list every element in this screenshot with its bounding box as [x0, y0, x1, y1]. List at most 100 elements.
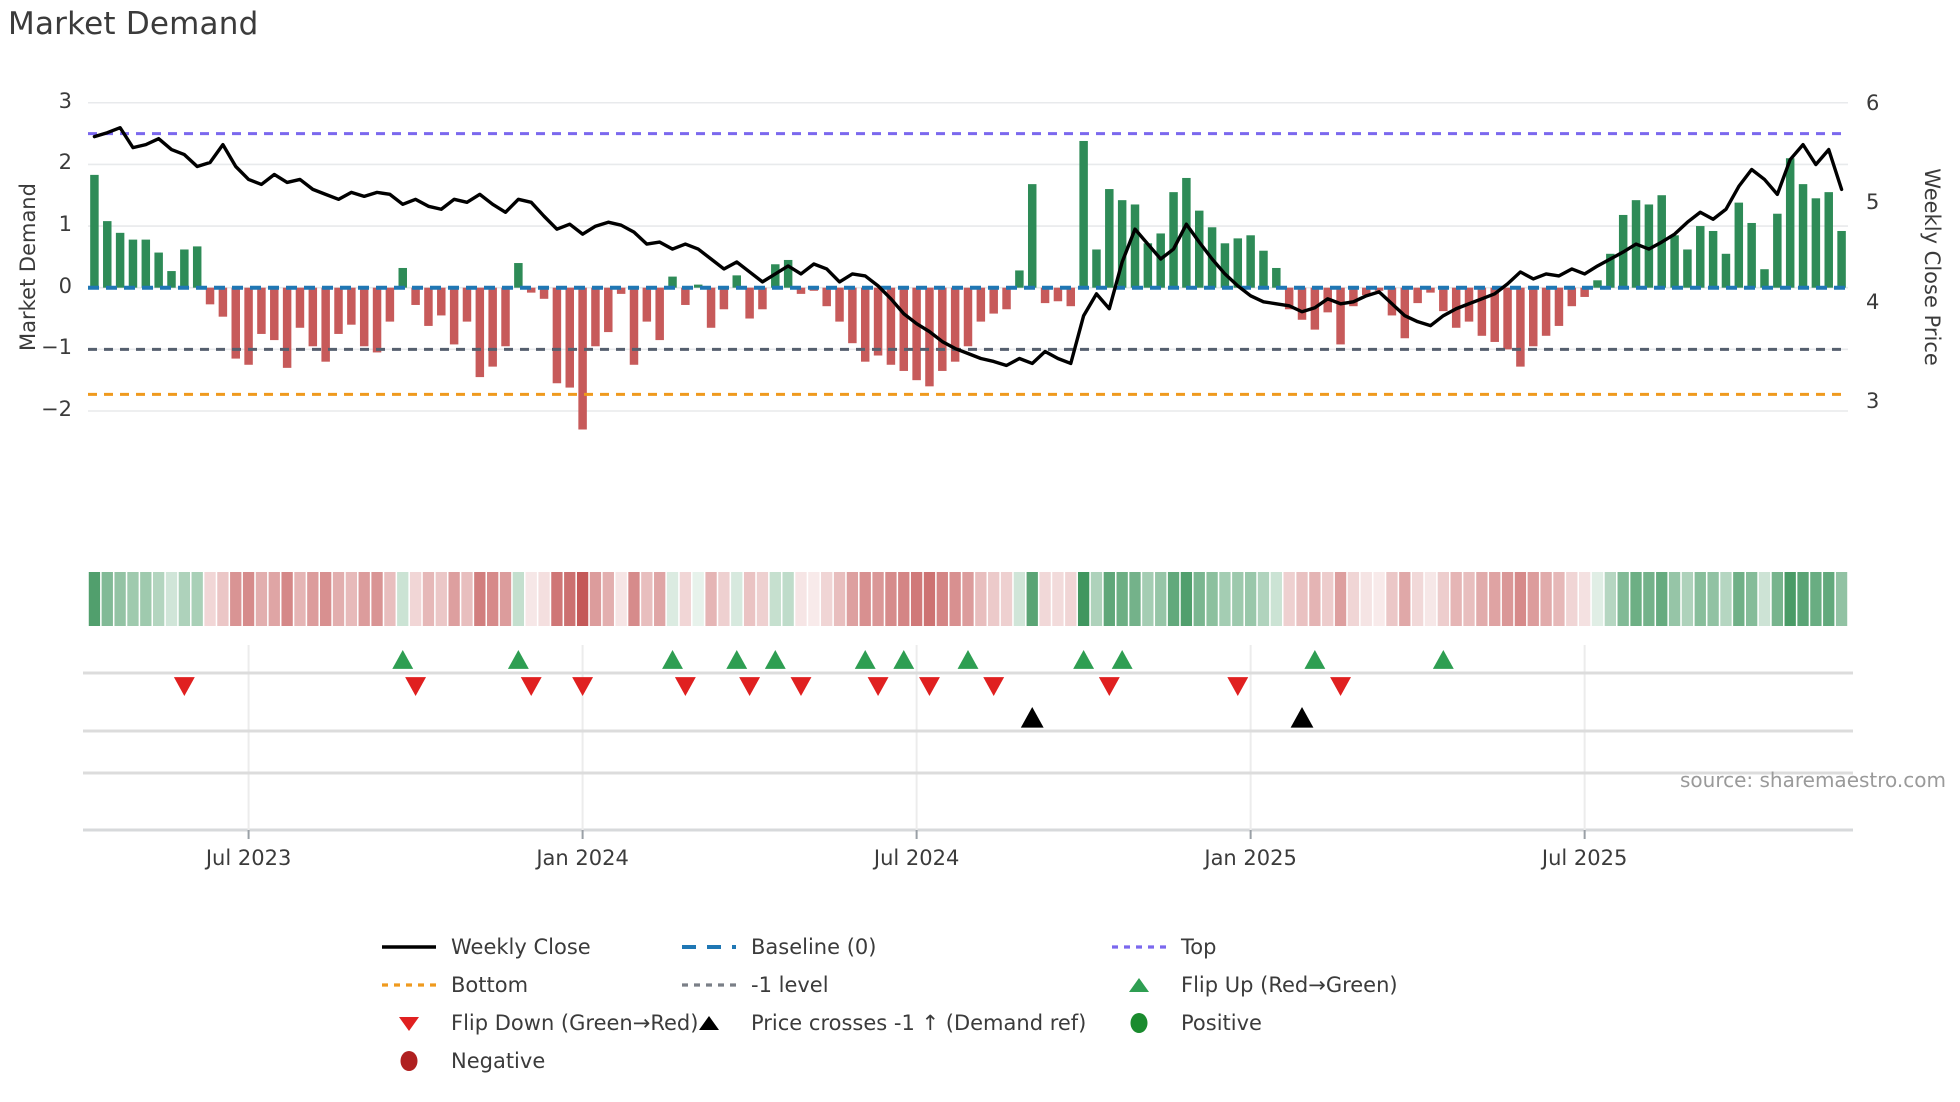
legend-item[interactable]: Positive: [1110, 1011, 1440, 1035]
strip-cell: [191, 572, 203, 626]
demand-bar: [1349, 287, 1358, 307]
demand-bar: [989, 287, 998, 314]
demand-bar: [848, 287, 857, 344]
demand-bar: [244, 287, 253, 365]
strip-cell: [294, 572, 306, 626]
demand-bar: [1516, 287, 1525, 367]
demand-bar: [1040, 287, 1050, 304]
legend-item[interactable]: -1 level: [680, 973, 1110, 997]
strip-cell: [628, 572, 640, 626]
flip-down-marker: [919, 677, 940, 696]
demand-bar: [1798, 184, 1808, 288]
y-tick-left: 1: [58, 212, 72, 237]
demand-bar: [629, 287, 639, 365]
strip-cell: [808, 572, 820, 626]
gridlines: [88, 101, 1848, 412]
strip-cell: [1694, 572, 1706, 626]
flip-up-marker: [764, 650, 786, 669]
strip-cell: [255, 572, 268, 626]
strip-cell: [859, 572, 871, 626]
strip-cell: [1463, 572, 1475, 626]
strip-cell: [885, 572, 897, 626]
strip-cell: [1142, 572, 1154, 626]
strip-cell: [204, 572, 216, 626]
demand-bar: [886, 287, 896, 365]
demand-bar: [1297, 287, 1307, 320]
strip-cell: [114, 572, 126, 626]
demand-bar: [1580, 287, 1589, 297]
demand-bar: [257, 287, 266, 334]
demand-bar: [1272, 267, 1281, 288]
demand-bar: [860, 287, 870, 362]
strip-cell: [872, 572, 884, 626]
strip-cell: [1090, 572, 1103, 626]
dotted-line-icon: [1110, 936, 1168, 958]
demand-bar: [899, 287, 909, 371]
strip-cell: [165, 572, 178, 626]
strip-cell: [1540, 572, 1552, 626]
strip-cell: [474, 572, 486, 626]
strip-cell: [769, 572, 781, 626]
legend-item[interactable]: Weekly Close: [380, 935, 680, 959]
market-demand-chart: [83, 101, 1853, 839]
strip-cell: [821, 572, 833, 626]
legend-item[interactable]: Price crosses -1 ↑ (Demand ref): [680, 1011, 1110, 1035]
strip-cell: [551, 572, 563, 626]
demand-bar: [732, 275, 741, 288]
weekly-close-line: [92, 126, 1844, 368]
strip-cell: [1347, 572, 1360, 626]
strip-cell: [525, 572, 537, 626]
strip-cell: [1193, 572, 1205, 626]
demand-bar: [976, 287, 986, 322]
legend-item[interactable]: Bottom: [380, 973, 680, 997]
demand-bar: [835, 287, 844, 322]
demand-bar: [796, 287, 806, 294]
strip-cell: [140, 572, 152, 626]
chart-legend: Weekly Close Baseline (0) Top Bottom -1 leve…: [380, 928, 1680, 1080]
strip-cell: [1399, 572, 1411, 626]
demand-bar: [1824, 192, 1833, 288]
strip-cell: [731, 572, 743, 626]
strip-cell: [782, 572, 794, 626]
x-tick-label: Jan 2025: [1204, 846, 1297, 870]
legend-item[interactable]: Flip Up (Red→Green): [1110, 973, 1440, 997]
flip-up-marker: [957, 650, 979, 669]
strip-cell: [1270, 572, 1282, 626]
flip-up-marker: [1304, 650, 1326, 669]
flip-down-marker: [867, 677, 889, 696]
flip-down-marker: [173, 677, 195, 696]
demand-bar: [1169, 192, 1178, 288]
demand-bar: [1811, 198, 1821, 288]
y-tick-left: 2: [58, 150, 72, 175]
demand-bar: [1760, 269, 1769, 288]
x-tick-label: Jul 2025: [1541, 846, 1628, 870]
markers: [173, 650, 1454, 728]
legend-item[interactable]: Baseline (0): [680, 935, 1110, 959]
legend-item[interactable]: Flip Down (Green→Red): [380, 1011, 698, 1035]
demand-bar: [321, 287, 330, 362]
legend-label: Positive: [1181, 1011, 1262, 1035]
legend-label: Negative: [451, 1049, 546, 1073]
demand-bar: [1374, 287, 1384, 291]
demand-bar: [1105, 189, 1114, 288]
strip-cell: [281, 572, 293, 626]
demand-bar: [912, 287, 921, 381]
demand-bar: [1593, 280, 1602, 288]
strip-cell: [756, 572, 769, 626]
demand-bar: [488, 287, 497, 367]
strip-cell: [358, 572, 370, 626]
flip-up-marker: [893, 650, 915, 669]
legend-item[interactable]: Top: [1110, 935, 1440, 959]
flip-down-marker: [1330, 677, 1352, 696]
demand-bar: [963, 287, 973, 347]
legend-label: Flip Up (Red→Green): [1181, 973, 1398, 997]
legend-item[interactable]: Negative: [380, 1049, 680, 1073]
demand-bar: [424, 287, 433, 326]
flip-up-marker: [1073, 650, 1095, 669]
strip-cell: [1746, 572, 1758, 626]
strip-cell: [910, 572, 923, 626]
demand-bar: [141, 239, 151, 288]
strip-cell: [88, 572, 101, 626]
legend-label: Baseline (0): [751, 935, 877, 959]
